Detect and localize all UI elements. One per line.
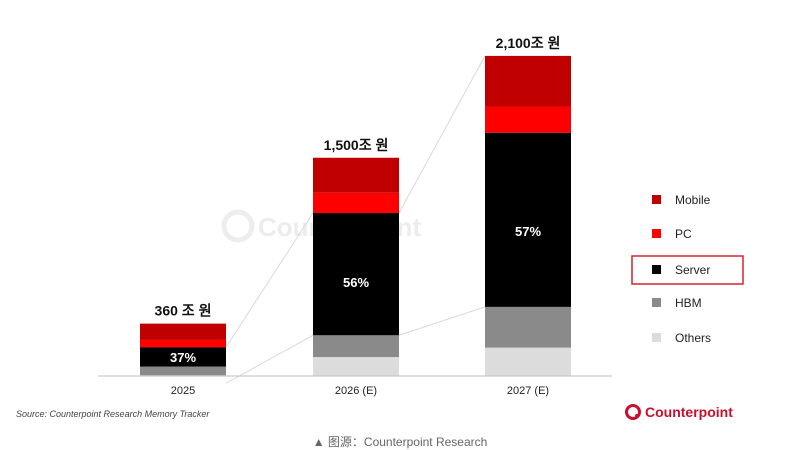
brand-logo: Counterpoint <box>625 404 733 420</box>
server-share-labels: 37% 56% 57% <box>170 224 541 365</box>
connector-bottom-1 <box>225 334 314 384</box>
total-labels: 360 조 원 1,500조 원 2,100조 원 <box>155 35 561 319</box>
total-label-1: 1,500조 원 <box>324 137 389 153</box>
connector-top-2 <box>398 55 486 214</box>
connector-bottom-2 <box>398 306 486 336</box>
x-tick-label-2: 2027 (E) <box>507 385 549 397</box>
bar-server-0 <box>140 347 226 367</box>
legend-swatch-server <box>652 265 661 274</box>
connector-top-1 <box>225 212 314 348</box>
legend: Mobile PC Server HBM Others <box>631 193 744 345</box>
brand-name: Counterpoint <box>645 404 733 420</box>
bar-server-2 <box>485 132 571 307</box>
bar-pc-1 <box>313 192 399 214</box>
bar-hbm-2 <box>485 306 571 348</box>
legend-swatch-hbm <box>652 298 661 307</box>
source-note: Source: Counterpoint Research Memory Tra… <box>16 409 210 419</box>
bar-server-1 <box>313 213 399 336</box>
bar-hbm-1 <box>313 335 399 358</box>
bar-pc-0 <box>140 339 226 348</box>
bar-hbm-0 <box>140 366 226 376</box>
legend-highlight-box <box>631 255 744 285</box>
legend-label-others: Others <box>675 331 711 345</box>
counterpoint-logo-dot <box>635 414 639 418</box>
legend-swatch-mobile <box>652 195 661 204</box>
server-share-label-0: 37% <box>170 350 196 365</box>
watermark-logo-icon <box>221 209 255 243</box>
legend-label-mobile: Mobile <box>675 193 711 207</box>
connector-lines <box>225 55 486 384</box>
x-axis-tick-labels: 2025 2026 (E) 2027 (E) <box>171 385 549 397</box>
counterpoint-logo-icon <box>625 404 641 420</box>
bars <box>140 55 571 376</box>
bar-mobile-0 <box>140 323 226 340</box>
total-label-2: 2,100조 원 <box>496 35 561 51</box>
x-tick-label-1: 2026 (E) <box>335 385 377 397</box>
legend-label-hbm: HBM <box>675 296 702 310</box>
legend-label-pc: PC <box>675 227 692 241</box>
x-tick-label-0: 2025 <box>171 385 195 397</box>
bar-mobile-2 <box>485 55 571 107</box>
server-share-label-1: 56% <box>343 275 369 290</box>
image-caption: ▲ 图源：Counterpoint Research <box>313 435 488 449</box>
total-label-0: 360 조 원 <box>155 303 212 319</box>
legend-label-server: Server <box>675 263 710 277</box>
server-share-label-2: 57% <box>515 224 541 239</box>
legend-swatch-pc <box>652 229 661 238</box>
bar-others-2 <box>485 347 571 376</box>
bar-mobile-1 <box>313 157 399 193</box>
bar-others-1 <box>313 357 399 376</box>
bar-pc-2 <box>485 106 571 133</box>
legend-swatch-others <box>652 333 661 342</box>
